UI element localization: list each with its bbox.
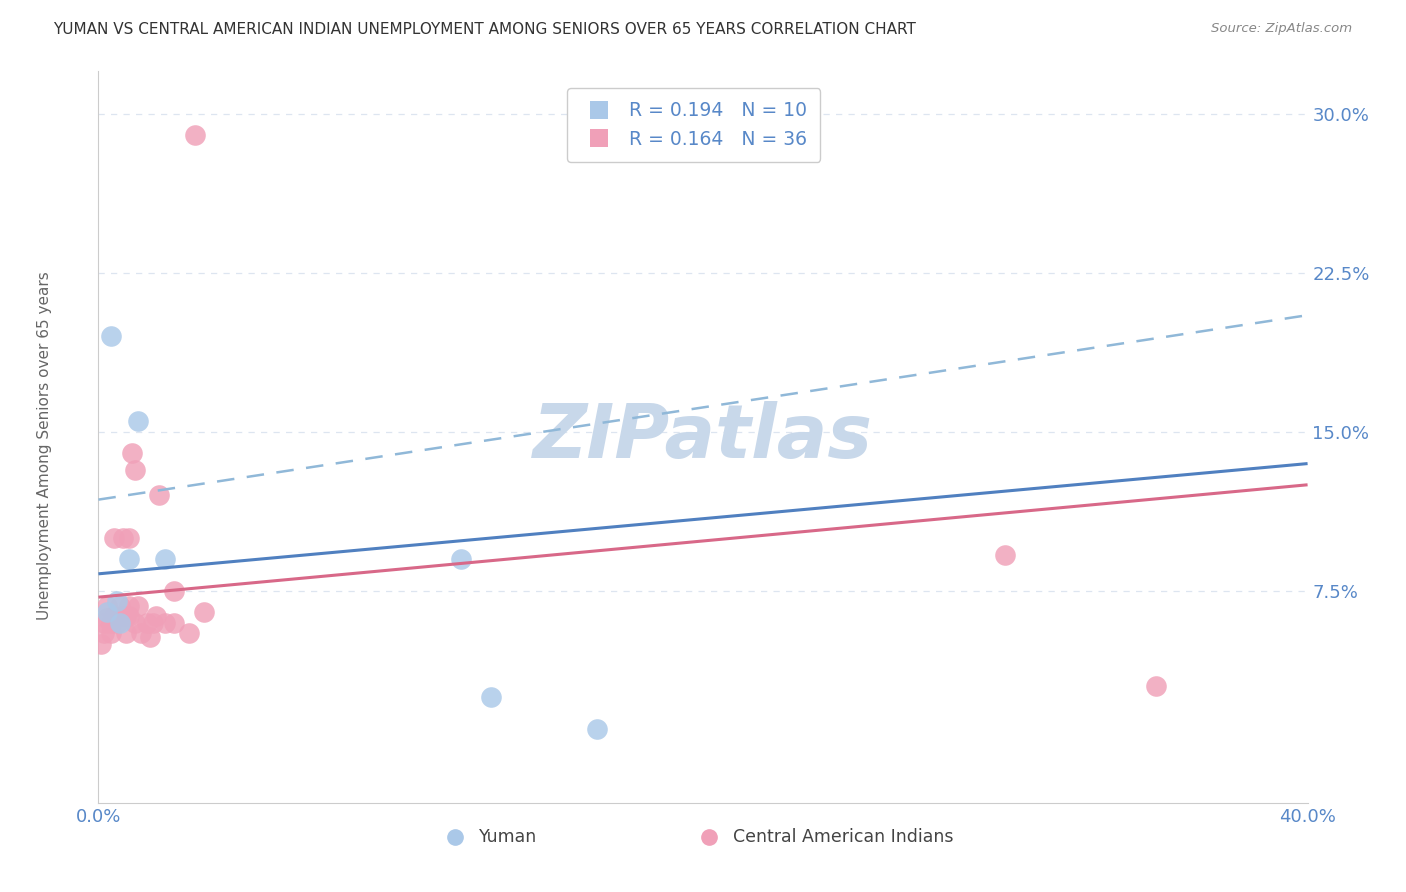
Point [184, 128, 207, 142]
Point [481, 690, 503, 704]
Point [148, 488, 170, 502]
Point [93, 626, 115, 640]
Point [121, 446, 143, 460]
Point [108, 599, 131, 613]
Point [100, 615, 122, 630]
Point [96, 599, 118, 613]
Text: Source: ZipAtlas.com: Source: ZipAtlas.com [1212, 22, 1353, 36]
Point [105, 594, 128, 608]
Point [124, 615, 146, 630]
Point [108, 615, 131, 630]
Point [93, 615, 115, 630]
Point [124, 463, 146, 477]
Point [163, 615, 186, 630]
Point [163, 583, 186, 598]
Point [193, 605, 215, 619]
Point [118, 552, 141, 566]
Text: ZIPatlas: ZIPatlas [533, 401, 873, 474]
Point [111, 531, 134, 545]
Point [153, 615, 176, 630]
Point [1144, 679, 1167, 693]
Point [135, 615, 157, 630]
Point [96, 605, 118, 619]
Point [108, 609, 131, 624]
Point [139, 631, 162, 645]
Point [105, 615, 128, 630]
Point [114, 609, 136, 624]
Point [103, 609, 125, 624]
Point [100, 329, 122, 343]
Point [96, 611, 118, 625]
Point [118, 531, 141, 545]
Point [103, 531, 125, 545]
Text: Central American Indians: Central American Indians [734, 828, 953, 847]
Point [118, 599, 141, 613]
Point [114, 626, 136, 640]
Point [145, 609, 167, 624]
Point [179, 626, 201, 640]
Point [100, 626, 122, 640]
Point [90, 637, 112, 651]
Point [586, 722, 609, 736]
Text: Yuman: Yuman [479, 828, 537, 847]
Point [450, 552, 472, 566]
Text: Unemployment Among Seniors over 65 years: Unemployment Among Seniors over 65 years [38, 272, 52, 620]
Point [127, 414, 149, 428]
Point [129, 626, 152, 640]
Point [153, 552, 176, 566]
Text: YUMAN VS CENTRAL AMERICAN INDIAN UNEMPLOYMENT AMONG SENIORS OVER 65 YEARS CORREL: YUMAN VS CENTRAL AMERICAN INDIAN UNEMPLO… [53, 22, 917, 37]
Legend: R = 0.194   N = 10, R = 0.164   N = 36: R = 0.194 N = 10, R = 0.164 N = 36 [567, 88, 820, 161]
Point [127, 599, 149, 613]
Point [994, 548, 1017, 562]
Point [142, 615, 165, 630]
Point [118, 609, 141, 624]
